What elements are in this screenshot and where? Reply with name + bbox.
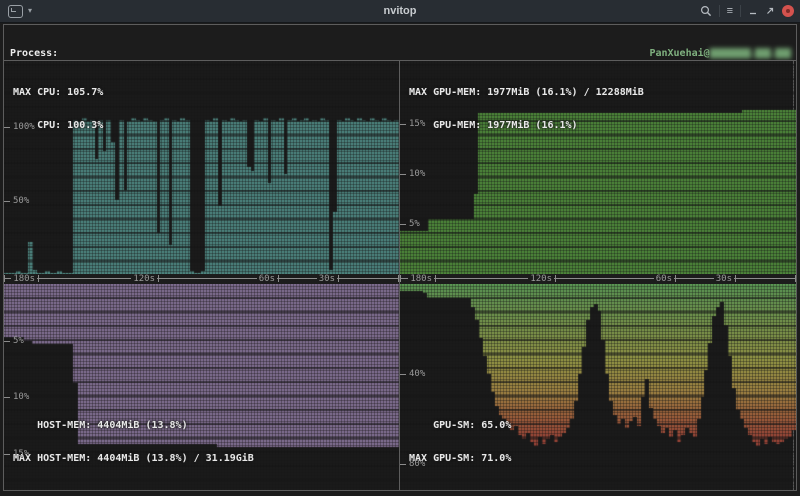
- time-axis-end-tick: [400, 275, 401, 282]
- window-title: nvitop: [383, 5, 417, 17]
- time-tick: [435, 275, 436, 282]
- time-axis-end-tick: [795, 275, 796, 282]
- time-tick: [158, 275, 159, 282]
- y-tick-mark: [4, 341, 10, 342]
- y-tick-mark: [4, 397, 10, 398]
- gpumem-usage-chart: [400, 61, 796, 274]
- y-tick-label: 100%: [13, 122, 35, 132]
- titlebar-separator: [740, 5, 741, 17]
- y-tick-label: 10%: [409, 169, 426, 179]
- time-axis-right: 180s 120s 60s 30s: [400, 274, 796, 284]
- y-tick-mark: [400, 174, 406, 175]
- time-tick-label: 180s: [408, 274, 434, 284]
- y-tick-mark: [400, 374, 406, 375]
- gpusm-current-label: GPU-SM: 65.0%: [409, 420, 512, 431]
- gpusm-chart-panel: GPU-SM: 65.0% MAX GPU-SM: 71.0% 40% 80%: [400, 284, 796, 490]
- terminal-app-icon[interactable]: [8, 4, 23, 18]
- search-icon[interactable]: [700, 5, 712, 17]
- time-tick: [675, 275, 676, 282]
- time-tick-label: 120s: [528, 274, 554, 284]
- titlebar-left: ▾: [8, 0, 32, 22]
- hostmem-current-label: HOST-MEM: 4404MiB (13.8%): [13, 420, 188, 431]
- hostmem-usage-chart: [4, 284, 399, 490]
- hostname-redacted: ▇▇▇▇▇▇▇▇.▇▇▇.▇▇▇: [709, 48, 791, 59]
- time-tick-label: 120s: [131, 274, 157, 284]
- process-panel: Process: PanXuehai@▇▇▇▇▇▇▇▇.▇▇▇.▇▇▇ GPU …: [3, 24, 797, 60]
- gpumem-chart-panel: MAX GPU-MEM: 1977MiB (16.1%) / 12288MiB …: [400, 61, 796, 274]
- y-tick-label: 50%: [13, 196, 30, 206]
- time-tick: [555, 275, 556, 282]
- y-tick-mark: [4, 127, 10, 128]
- time-axis-left: 180s 120s 60s 30s: [4, 274, 399, 284]
- gpumem-current-label: GPU-MEM: 1977MiB (16.1%): [409, 120, 578, 131]
- app-menu-caret-icon[interactable]: ▾: [28, 6, 33, 15]
- y-tick-label: 40%: [409, 369, 426, 379]
- hostmem-labels: HOST-MEM: 4404MiB (13.8%) MAX HOST-MEM: …: [13, 398, 254, 486]
- menu-icon[interactable]: ≡: [726, 5, 733, 17]
- time-tick-label: 60s: [653, 274, 674, 284]
- right-column: MAX GPU-MEM: 1977MiB (16.1%) / 12288MiB …: [400, 61, 796, 490]
- gpusm-max-label: MAX GPU-SM: 71.0%: [409, 453, 512, 464]
- y-tick-mark: [4, 454, 10, 455]
- gpusm-labels: GPU-SM: 65.0% MAX GPU-SM: 71.0%: [409, 398, 511, 486]
- time-axis-end-tick: [398, 275, 399, 282]
- y-tick-label: 5%: [13, 336, 24, 346]
- gpumem-labels: MAX GPU-MEM: 1977MiB (16.1%) / 12288MiB …: [409, 65, 644, 153]
- time-tick: [735, 275, 736, 282]
- time-axis-line: [4, 278, 399, 279]
- charts-grid: MAX CPU: 105.7% CPU: 100.3% 100% 50% 180s…: [3, 60, 797, 491]
- maximize-button[interactable]: [765, 6, 775, 16]
- hostmem-chart-panel: HOST-MEM: 4404MiB (13.8%) MAX HOST-MEM: …: [4, 284, 399, 490]
- gpumem-max-label: MAX GPU-MEM: 1977MiB (16.1%) / 12288MiB: [409, 87, 644, 98]
- y-tick-mark: [400, 124, 406, 125]
- minimize-button[interactable]: [748, 6, 758, 16]
- user-host: PanXuehai@▇▇▇▇▇▇▇▇.▇▇▇.▇▇▇: [649, 48, 791, 59]
- time-tick-label: 180s: [11, 274, 37, 284]
- y-tick-mark: [400, 224, 406, 225]
- y-tick-mark: [4, 201, 10, 202]
- time-axis-line: [400, 278, 796, 279]
- y-tick-label: 10%: [13, 392, 30, 402]
- cpu-current-label: CPU: 100.3%: [13, 120, 104, 131]
- y-tick-label: 15%: [13, 449, 30, 459]
- y-tick-mark: [400, 464, 406, 465]
- user-host-name: PanXuehai@: [649, 48, 710, 59]
- left-column: MAX CPU: 105.7% CPU: 100.3% 100% 50% 180s…: [4, 61, 400, 490]
- cpu-max-label: MAX CPU: 105.7%: [13, 87, 104, 98]
- y-tick-label: 15%: [409, 119, 426, 129]
- y-tick-label: 5%: [409, 219, 420, 229]
- titlebar-separator: [718, 5, 720, 17]
- hostmem-max-label: MAX HOST-MEM: 4404MiB (13.8%) / 31.19GiB: [13, 453, 254, 464]
- titlebar-controls: ≡: [700, 0, 794, 22]
- time-axis-end-tick: [4, 275, 5, 282]
- time-tick-label: 30s: [713, 274, 734, 284]
- time-tick: [38, 275, 39, 282]
- time-tick-label: 30s: [316, 274, 337, 284]
- gpusm-usage-chart: [400, 284, 796, 490]
- time-tick: [278, 275, 279, 282]
- cpu-labels: MAX CPU: 105.7% CPU: 100.3%: [13, 65, 103, 153]
- time-tick-label: 60s: [256, 274, 277, 284]
- cpu-usage-chart: [4, 61, 399, 274]
- close-button[interactable]: [782, 5, 794, 17]
- y-tick-label: 80%: [409, 459, 426, 469]
- process-panel-title: Process:: [10, 48, 59, 59]
- titlebar: ▾ nvitop ≡: [0, 0, 800, 23]
- time-tick: [338, 275, 339, 282]
- nvitop-content: Process: PanXuehai@▇▇▇▇▇▇▇▇.▇▇▇.▇▇▇ GPU …: [3, 24, 797, 491]
- cpu-chart-panel: MAX CPU: 105.7% CPU: 100.3% 100% 50%: [4, 61, 399, 274]
